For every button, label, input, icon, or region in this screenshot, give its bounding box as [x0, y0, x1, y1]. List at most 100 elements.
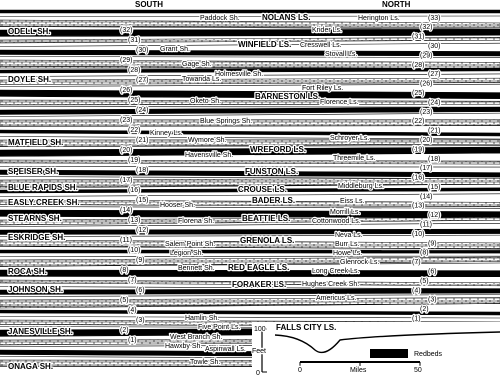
unit-number: (15): [428, 184, 440, 191]
member: Cresswell Ls.: [300, 42, 342, 49]
limestone: [0, 59, 500, 69]
unit-number: (15): [136, 197, 148, 204]
unit-number: (26): [120, 87, 132, 94]
labels: SOUTH NORTH ODELL SH. DOYLE SH. MATFIELD…: [7, 0, 444, 378]
member: Eiss Ls.: [340, 198, 365, 205]
unit-number: (23): [420, 109, 432, 116]
unit-number: (4): [412, 287, 421, 294]
formation: MATFIELD SH.: [8, 138, 63, 147]
unit-number: (22): [128, 127, 140, 134]
bedding-line: [0, 56, 500, 58]
member: Oketo Sh.: [190, 98, 221, 105]
unit-number: (16): [412, 175, 424, 182]
bedding-line: [0, 125, 500, 127]
member: Middleburg Ls.: [338, 183, 384, 190]
member: Hooser Sh.: [160, 202, 195, 209]
limestone: [0, 279, 500, 287]
member: Glenrock Ls.: [340, 259, 379, 266]
member: Wymore Sh.: [188, 137, 227, 144]
scale-label: Feet: [252, 348, 266, 355]
unit-number: (26): [420, 81, 432, 88]
unit-number: (10): [128, 247, 140, 254]
unit-number: (33): [428, 15, 440, 22]
scale-label: 0: [298, 367, 302, 374]
south: SOUTH: [135, 0, 163, 9]
redbed: [0, 169, 500, 178]
unit-number: (25): [412, 90, 424, 97]
member: Hughes Creek Sh.: [302, 281, 359, 288]
unit-number: (20): [120, 147, 132, 154]
redbed: [0, 129, 500, 137]
scale-label: Miles: [350, 367, 367, 374]
unit-number: (19): [412, 146, 424, 153]
redbed: [0, 309, 500, 316]
redbed: [0, 228, 500, 235]
member: Towle Sh.: [190, 359, 220, 366]
member: Havensville Sh.: [185, 152, 233, 159]
unit-number: (28): [412, 62, 424, 69]
member: Legion Sh.: [170, 250, 204, 257]
scale-label: 50: [414, 367, 422, 374]
member: Five Point Ls.: [198, 324, 240, 331]
formation: BARNESTON LS.: [255, 92, 320, 101]
unit-number: (7): [128, 277, 137, 284]
bedding-line: [0, 183, 500, 187]
formation: DOYLE SH.: [8, 75, 51, 84]
limestone: [0, 239, 500, 250]
member: Gage Sh.: [182, 61, 212, 68]
legend-label: Redbeds: [414, 351, 443, 358]
unit-number: (6): [136, 287, 145, 294]
formation: CROUSE LS.: [238, 185, 287, 194]
redbed: [0, 89, 500, 99]
limestone: [0, 159, 500, 165]
bedding-line: [0, 216, 500, 218]
unit-number: (7): [412, 259, 421, 266]
limestone: [0, 297, 500, 309]
unit-number: (9): [428, 240, 437, 247]
unit-number: (24): [428, 99, 440, 106]
unit-number: (9): [136, 257, 145, 264]
unit-number: (17): [120, 177, 132, 184]
unit-number: (30): [428, 43, 440, 50]
unit-number: (1): [128, 337, 137, 344]
formation: BLUE RAPIDS SH.: [8, 183, 78, 192]
redbed: [0, 49, 500, 57]
member: Howe Ls.: [333, 250, 362, 257]
limestone: [0, 177, 500, 189]
member: Holmesville Sh.: [215, 71, 263, 78]
limestone: [0, 99, 500, 106]
formation: GRENOLA LS.: [240, 236, 294, 245]
bedding-line: [0, 262, 500, 267]
member: Blue Springs Sh.: [200, 118, 252, 125]
member: Burr Ls.: [335, 241, 360, 248]
unit-number: (3): [428, 297, 437, 304]
formation: BEATTIE LS.: [242, 214, 290, 223]
scale-label: 100: [254, 326, 266, 333]
member: Stovall Ls.: [325, 51, 357, 58]
formation: WINFIELD LS.: [238, 40, 291, 49]
unit-number: (18): [428, 156, 440, 163]
formation: RED EAGLE LS.: [228, 263, 289, 272]
bedding-line: [0, 112, 500, 117]
redbed: [0, 106, 500, 115]
bedding-line: [0, 234, 500, 237]
unit-number: (21): [428, 128, 440, 135]
member: Aspinwall Ls.: [205, 346, 246, 353]
unit-number: (5): [420, 278, 429, 285]
formation: EASLY CREEK SH.: [8, 198, 80, 207]
formation: FORAKER LS.: [232, 280, 286, 289]
strata: [0, 9, 500, 367]
formation: JOHNSON SH.: [8, 285, 63, 294]
bedding-line: [0, 193, 500, 197]
unit-number: (31): [412, 34, 424, 41]
unit-number: (11): [420, 222, 432, 229]
unit-number: (12): [428, 212, 440, 219]
member: Fort Riley Ls.: [302, 85, 343, 92]
unit-number: (23): [120, 117, 132, 124]
unit-number: (14): [420, 193, 432, 200]
formation: ROCA SH.: [8, 267, 47, 276]
unit-number: (19): [128, 157, 140, 164]
formation: FUNSTON LS.: [245, 167, 298, 176]
